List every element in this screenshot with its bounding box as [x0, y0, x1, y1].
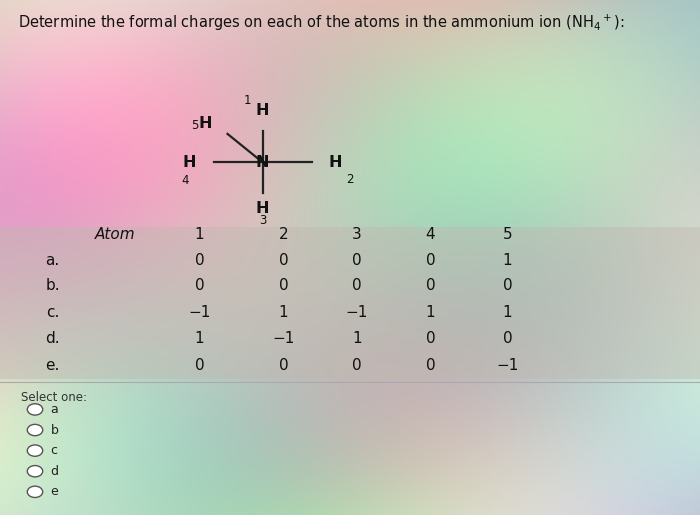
Text: H: H: [183, 154, 196, 170]
Text: 1: 1: [279, 305, 288, 320]
Text: c: c: [50, 444, 57, 457]
Text: 0: 0: [279, 278, 288, 294]
Text: 1: 1: [503, 252, 512, 268]
Circle shape: [27, 466, 43, 477]
Text: c.: c.: [46, 305, 60, 320]
Circle shape: [27, 404, 43, 415]
Text: −1: −1: [496, 357, 519, 373]
Circle shape: [27, 445, 43, 456]
Text: −1: −1: [188, 305, 211, 320]
Text: 0: 0: [352, 278, 362, 294]
Text: 0: 0: [426, 252, 435, 268]
Text: 1: 1: [244, 94, 251, 107]
Text: 0: 0: [195, 357, 204, 373]
Text: 2: 2: [279, 227, 288, 242]
Circle shape: [27, 424, 43, 436]
Text: 0: 0: [426, 357, 435, 373]
Text: Select one:: Select one:: [21, 391, 87, 404]
Text: H: H: [256, 104, 270, 118]
Text: d: d: [50, 465, 58, 478]
Text: e: e: [50, 485, 58, 499]
Text: 0: 0: [279, 357, 288, 373]
Text: b.: b.: [46, 278, 60, 294]
Text: N: N: [256, 154, 270, 170]
Text: 5: 5: [190, 119, 198, 132]
Text: 4: 4: [426, 227, 435, 242]
Text: −1: −1: [346, 305, 368, 320]
Text: 0: 0: [352, 357, 362, 373]
Text: 0: 0: [195, 252, 204, 268]
Text: 3: 3: [352, 227, 362, 242]
Text: 5: 5: [503, 227, 512, 242]
Text: e.: e.: [46, 357, 60, 373]
Text: H: H: [329, 154, 342, 170]
Text: a.: a.: [46, 252, 60, 268]
Text: H: H: [256, 201, 270, 216]
Bar: [0, 227, 700, 379]
Text: H: H: [199, 116, 212, 131]
Text: Determine the formal charges on each of the atoms in the ammonium ion ($\mathrm{: Determine the formal charges on each of …: [18, 13, 624, 33]
Circle shape: [27, 486, 43, 497]
Text: 1: 1: [503, 305, 512, 320]
Text: 0: 0: [279, 252, 288, 268]
Text: 1: 1: [195, 331, 204, 347]
Text: 1: 1: [352, 331, 362, 347]
Text: 1: 1: [426, 305, 435, 320]
Text: 0: 0: [426, 278, 435, 294]
Text: 0: 0: [195, 278, 204, 294]
Text: 0: 0: [503, 278, 512, 294]
Text: 4: 4: [181, 174, 189, 186]
Text: 2: 2: [346, 173, 354, 185]
Text: 0: 0: [426, 331, 435, 347]
Text: 3: 3: [259, 214, 266, 227]
Text: 0: 0: [503, 331, 512, 347]
Text: d.: d.: [46, 331, 60, 347]
Text: 0: 0: [352, 252, 362, 268]
Text: b: b: [50, 423, 58, 437]
Text: 1: 1: [195, 227, 204, 242]
Text: a: a: [50, 403, 58, 416]
Text: −1: −1: [272, 331, 295, 347]
Text: Atom: Atom: [95, 227, 136, 242]
